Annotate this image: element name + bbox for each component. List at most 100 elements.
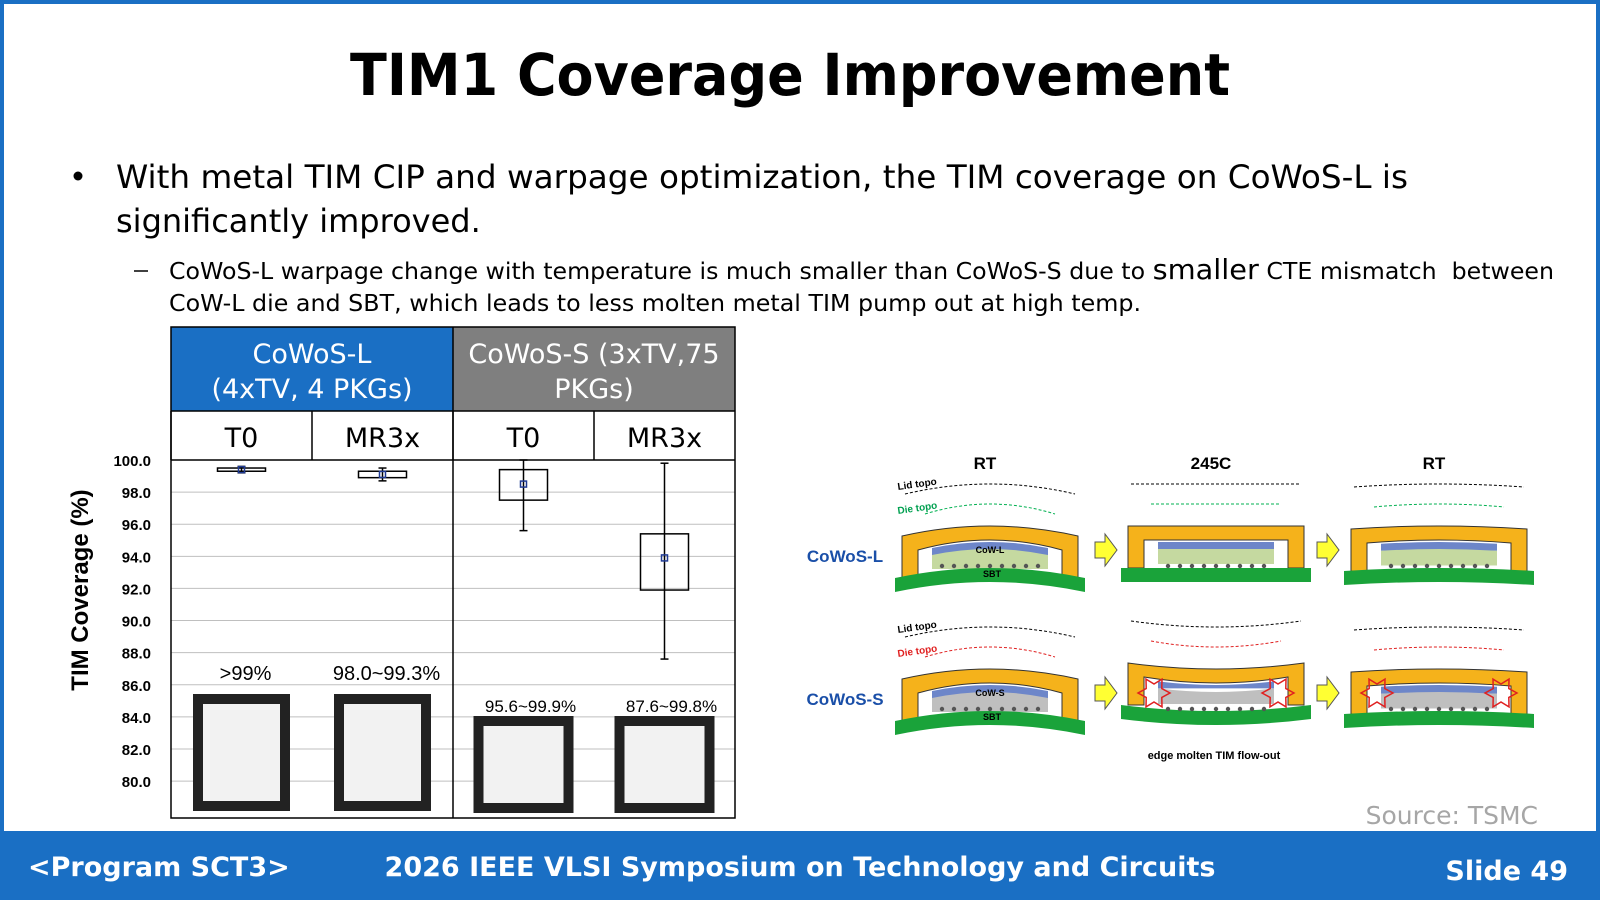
bump bbox=[939, 706, 945, 712]
lid-topo bbox=[904, 626, 1076, 638]
bump bbox=[939, 563, 945, 569]
tim bbox=[1381, 542, 1497, 551]
bump bbox=[1472, 706, 1478, 712]
bump bbox=[1177, 563, 1183, 569]
substrate-label: SBT bbox=[983, 569, 1002, 579]
bump bbox=[1424, 706, 1430, 712]
y-tick-label: 90.0 bbox=[122, 614, 151, 631]
group-header bbox=[453, 327, 735, 411]
lid-topo bbox=[1130, 620, 1302, 628]
y-tick-label: 96.0 bbox=[122, 517, 151, 534]
bump bbox=[1249, 706, 1255, 712]
bump bbox=[1249, 563, 1255, 569]
bullet-text: With metal TIM CIP and warpage optimizat… bbox=[116, 158, 1408, 196]
x-tick-label: MR3x bbox=[345, 423, 420, 454]
sub-bullet-emphasis: smaller bbox=[1153, 253, 1260, 286]
lid-topo-label: Lid topo bbox=[897, 620, 938, 636]
y-tick-label: 100.0 bbox=[113, 453, 151, 470]
bump bbox=[1460, 563, 1466, 569]
bump bbox=[1436, 706, 1442, 712]
die bbox=[932, 692, 1048, 712]
bump bbox=[1400, 706, 1406, 712]
bump bbox=[1189, 563, 1195, 569]
footer-bar bbox=[0, 831, 1600, 900]
lid bbox=[901, 668, 1079, 722]
die-topo bbox=[1150, 640, 1282, 648]
tim bbox=[1158, 542, 1274, 549]
bump bbox=[987, 563, 993, 569]
bump bbox=[975, 563, 981, 569]
bullet-dot bbox=[73, 171, 83, 181]
bump bbox=[975, 706, 981, 712]
bump bbox=[1201, 706, 1207, 712]
x-tick-label: T0 bbox=[506, 423, 541, 454]
substrate bbox=[1121, 568, 1311, 582]
bump bbox=[1035, 706, 1041, 712]
y-tick-label: 98.0 bbox=[122, 485, 151, 502]
die-photo-inner bbox=[203, 704, 280, 801]
group-header-text: PKGs) bbox=[554, 374, 634, 405]
bump bbox=[1189, 706, 1195, 712]
lid-topo bbox=[904, 483, 1076, 495]
bump bbox=[1412, 563, 1418, 569]
arrow bbox=[1316, 675, 1340, 711]
sub-bullet-text: CoWoS-L warpage change with temperature … bbox=[169, 253, 1554, 286]
box bbox=[498, 468, 549, 501]
bump bbox=[963, 706, 969, 712]
die-topo bbox=[924, 503, 1056, 515]
group-header bbox=[171, 327, 453, 411]
bump bbox=[1448, 706, 1454, 712]
die-topo bbox=[1373, 503, 1505, 508]
range-label: 87.6~99.8% bbox=[626, 697, 717, 716]
bump bbox=[1484, 706, 1490, 712]
title: TIM1 Coverage Improvement bbox=[350, 41, 1230, 109]
box bbox=[216, 467, 267, 472]
range-label: >99% bbox=[220, 663, 272, 685]
x-tick-label: MR3x bbox=[627, 423, 702, 454]
mean-marker bbox=[660, 554, 669, 562]
lid-topo-label: Lid topo bbox=[897, 477, 938, 493]
bump bbox=[1011, 563, 1017, 569]
flow-out-burst bbox=[1260, 677, 1296, 709]
group-header-text: CoWoS-S (3xTV,75 bbox=[468, 339, 719, 370]
bump bbox=[1023, 563, 1029, 569]
row-label: CoWoS-L bbox=[807, 547, 883, 566]
sub-bullet-text: CoW-L die and SBT, which leads to less m… bbox=[169, 291, 1141, 317]
bump bbox=[1023, 706, 1029, 712]
bump bbox=[1388, 563, 1394, 569]
bullet-text: significantly improved. bbox=[116, 202, 481, 240]
range-label: 98.0~99.3% bbox=[333, 663, 441, 685]
mean-marker bbox=[237, 465, 246, 474]
substrate bbox=[895, 711, 1085, 735]
x-tick-label: T0 bbox=[224, 423, 259, 454]
tim bbox=[1158, 681, 1274, 689]
bump bbox=[1460, 706, 1466, 712]
lid bbox=[1350, 668, 1528, 715]
sub-bullet-part: CTE mismatch between bbox=[1259, 259, 1554, 285]
row-label: CoWoS-S bbox=[806, 690, 883, 709]
die-topo bbox=[924, 646, 1056, 658]
y-tick-label: 80.0 bbox=[122, 774, 151, 791]
bump bbox=[1261, 706, 1267, 712]
y-tick-label: 86.0 bbox=[122, 678, 151, 695]
bump bbox=[1484, 563, 1490, 569]
bump bbox=[1424, 563, 1430, 569]
bump bbox=[1472, 563, 1478, 569]
y-tick-label: 94.0 bbox=[122, 549, 151, 566]
bump bbox=[1237, 706, 1243, 712]
bump bbox=[1388, 706, 1394, 712]
box-chart: 100.0 98.0 96.0 94.0 92.0 90.0 88.0 86.0 84.0 82.… bbox=[67, 326, 736, 819]
bump bbox=[999, 563, 1005, 569]
lid bbox=[1127, 662, 1305, 706]
bump bbox=[1165, 563, 1171, 569]
bump bbox=[1448, 563, 1454, 569]
bump bbox=[999, 706, 1005, 712]
temp-label: 245C bbox=[1191, 454, 1232, 473]
die-photo-inner bbox=[344, 704, 421, 801]
y-tick-label: 82.0 bbox=[122, 742, 151, 759]
bump bbox=[1412, 706, 1418, 712]
bump bbox=[1213, 563, 1219, 569]
range-label: 95.6~99.9% bbox=[485, 697, 576, 716]
arrow bbox=[1094, 532, 1118, 568]
